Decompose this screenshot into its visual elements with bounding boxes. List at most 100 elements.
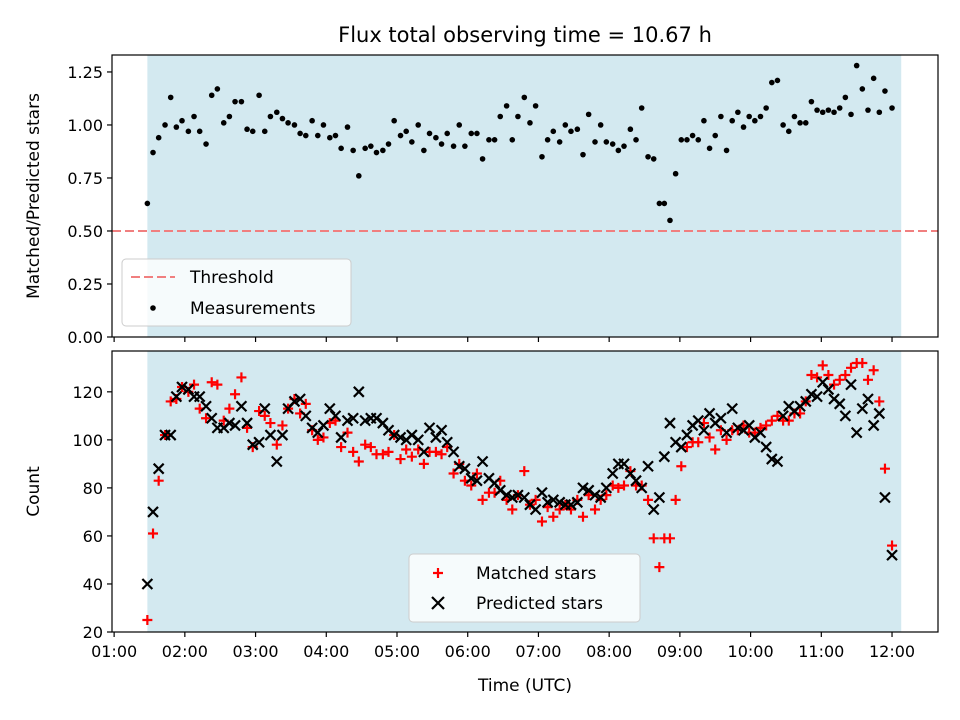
data-point — [704, 432, 715, 443]
data-point — [220, 120, 227, 126]
y-axis-label: Count — [24, 466, 44, 517]
data-point — [571, 496, 584, 509]
y-tick-label: 40 — [83, 575, 103, 594]
data-point — [791, 113, 798, 120]
data-point — [167, 94, 174, 101]
data-point — [746, 113, 752, 120]
data-point — [539, 153, 545, 160]
data-point — [246, 438, 259, 451]
data-point — [265, 418, 276, 429]
data-point — [658, 450, 671, 463]
data-point — [621, 143, 627, 149]
data-point — [497, 113, 504, 120]
data-point — [592, 139, 598, 145]
data-point — [845, 378, 857, 391]
data-point — [648, 533, 659, 544]
data-point — [462, 143, 468, 149]
data-point — [865, 107, 871, 113]
data-point — [348, 446, 359, 457]
data-point — [550, 128, 557, 135]
data-point — [271, 439, 282, 450]
data-point — [718, 113, 724, 120]
data-point — [512, 489, 524, 501]
data-point — [580, 151, 586, 158]
data-point — [373, 149, 380, 156]
x-tick-label: 05:00 — [374, 642, 420, 661]
data-point — [189, 379, 200, 390]
data-point — [613, 482, 624, 493]
data-point — [638, 105, 645, 111]
data-point — [867, 419, 880, 432]
data-point — [834, 374, 845, 385]
data-point — [862, 374, 873, 385]
data-point — [771, 455, 784, 468]
legend-threshold-label: Threshold — [189, 268, 274, 288]
data-point — [507, 504, 518, 515]
data-point — [597, 122, 604, 128]
data-point — [336, 442, 347, 453]
data-point — [656, 200, 663, 207]
data-point — [672, 170, 679, 177]
data-point — [729, 117, 736, 124]
data-point — [238, 98, 245, 105]
data-point — [368, 143, 374, 149]
data-point — [471, 468, 482, 479]
data-point — [176, 381, 188, 393]
data-point — [850, 426, 863, 439]
top-panel: 0.00 0.25 0.50 0.75 1.00 1.25 Matched/Predicte… — [24, 54, 939, 347]
data-point — [544, 137, 551, 143]
x-tick-label: 07:00 — [515, 642, 561, 661]
data-point — [356, 173, 362, 179]
data-point — [889, 105, 895, 111]
data-point — [856, 402, 869, 415]
data-point — [241, 417, 253, 429]
data-point — [760, 441, 772, 453]
data-point — [720, 426, 733, 439]
data-point — [635, 482, 648, 494]
data-point — [812, 372, 823, 383]
data-point — [214, 86, 221, 92]
data-point — [874, 396, 885, 407]
y-tick-label: 0.00 — [67, 328, 103, 347]
data-point — [229, 419, 241, 432]
data-point — [377, 449, 388, 460]
data-point — [842, 94, 849, 101]
data-point — [412, 434, 424, 446]
data-point — [519, 466, 530, 477]
data-point — [276, 429, 289, 441]
data-point — [600, 482, 613, 494]
data-point — [692, 414, 705, 427]
data-point — [857, 358, 868, 369]
data-point — [870, 75, 877, 82]
x-tick-label: 12:00 — [869, 642, 915, 661]
data-point — [329, 410, 342, 422]
data-point — [474, 130, 480, 137]
data-point — [235, 400, 248, 413]
data-point — [594, 491, 607, 504]
data-point — [633, 137, 639, 143]
data-point — [582, 484, 595, 497]
series-measurements — [144, 62, 895, 224]
data-point — [603, 139, 610, 145]
legend-box — [408, 553, 641, 623]
data-point — [887, 540, 898, 551]
data-point — [350, 147, 356, 154]
figure-title: Flux total observing time = 10.67 h — [338, 23, 712, 47]
data-point — [253, 436, 265, 449]
data-point — [527, 120, 533, 126]
data-point — [509, 137, 516, 143]
data-point — [723, 147, 730, 154]
data-point — [698, 424, 710, 437]
y-axis-label: Matched/Predicted stars — [24, 93, 44, 299]
data-point — [347, 412, 359, 425]
data-point — [353, 386, 365, 398]
x-tick-label: 01:00 — [91, 642, 137, 661]
data-point — [365, 442, 376, 453]
data-point — [819, 109, 826, 116]
data-point — [574, 126, 581, 133]
data-point — [681, 429, 693, 441]
legend-matched-label: Matched stars — [476, 564, 596, 584]
data-point — [249, 128, 256, 135]
y-tick-label: 1.25 — [67, 63, 103, 82]
data-point — [661, 200, 668, 207]
